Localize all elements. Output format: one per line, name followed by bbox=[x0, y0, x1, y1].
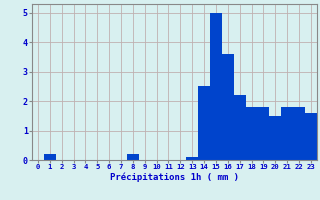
Bar bbox=[186, 157, 198, 160]
Bar bbox=[44, 154, 56, 160]
Bar bbox=[293, 107, 305, 160]
Bar bbox=[258, 107, 269, 160]
X-axis label: Précipitations 1h ( mm ): Précipitations 1h ( mm ) bbox=[110, 173, 239, 182]
Bar bbox=[269, 116, 281, 160]
Bar bbox=[127, 154, 139, 160]
Bar bbox=[210, 13, 222, 160]
Bar bbox=[246, 107, 258, 160]
Bar bbox=[198, 86, 210, 160]
Bar bbox=[305, 113, 317, 160]
Bar bbox=[281, 107, 293, 160]
Bar bbox=[222, 54, 234, 160]
Bar bbox=[234, 95, 246, 160]
